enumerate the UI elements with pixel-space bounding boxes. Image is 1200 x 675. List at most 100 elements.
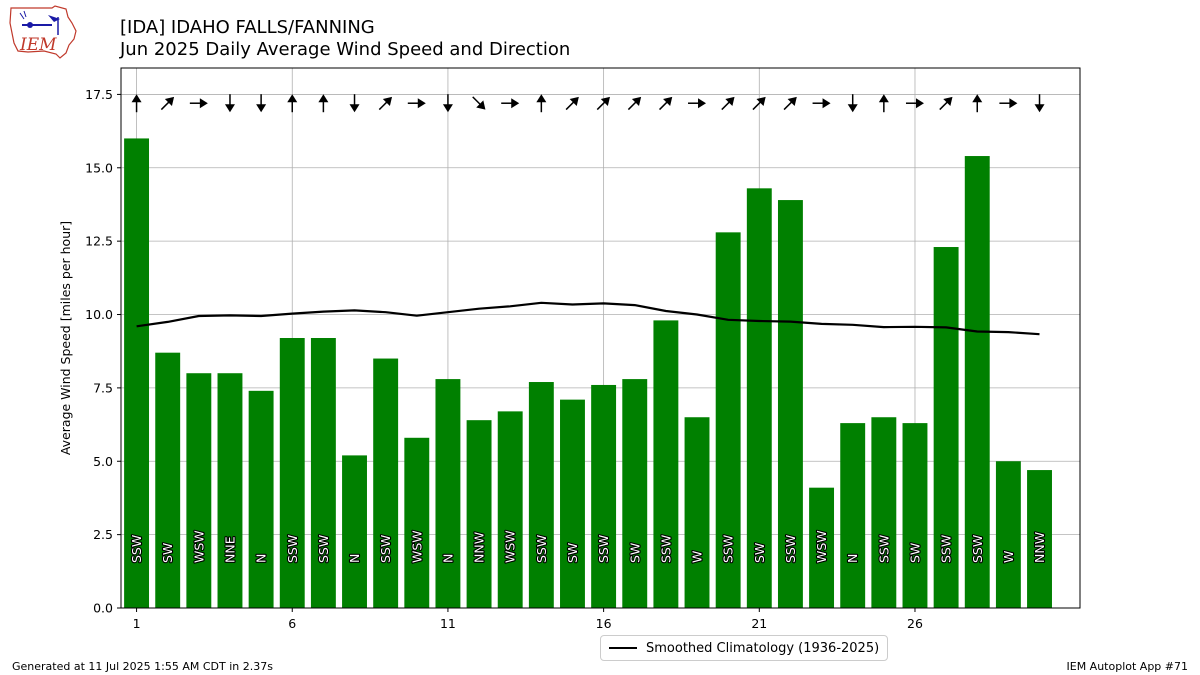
bar bbox=[186, 373, 212, 608]
wind-arrow-head bbox=[631, 96, 642, 107]
y-tick-label: 7.5 bbox=[93, 380, 113, 395]
direction-label: N bbox=[440, 554, 455, 563]
bar bbox=[528, 382, 554, 608]
x-tick-label: 1 bbox=[133, 616, 141, 631]
chart-title-line2: Jun 2025 Daily Average Wind Speed and Di… bbox=[120, 39, 571, 60]
plot-frame bbox=[120, 67, 1081, 609]
app-credit: IEM Autoplot App #71 bbox=[1066, 660, 1189, 673]
direction-labels: SSW SW WSW NNE N SSW SSW N SSW WSW N NNW WSW SSW SW SSW… bbox=[128, 529, 1048, 564]
wind-arrow-shaft bbox=[939, 101, 949, 111]
wind-arrow bbox=[752, 96, 766, 111]
bar bbox=[622, 379, 648, 608]
wind-arrow bbox=[349, 94, 360, 113]
wind-arrow bbox=[688, 98, 707, 109]
wind-arrow-head bbox=[972, 94, 983, 103]
wind-arrow-shaft bbox=[472, 96, 482, 106]
bar bbox=[310, 338, 336, 608]
wind-arrow-head bbox=[417, 98, 426, 109]
bar bbox=[248, 390, 274, 608]
wind-arrow-head bbox=[756, 96, 766, 107]
wind-arrow bbox=[596, 96, 610, 111]
climatology-line bbox=[136, 301, 1040, 336]
bar bbox=[466, 420, 492, 608]
wind-arrow bbox=[501, 98, 520, 109]
y-tick-label: 0.0 bbox=[93, 601, 113, 616]
y-tick-label: 5.0 bbox=[93, 454, 113, 469]
bar bbox=[155, 352, 181, 608]
wind-arrow bbox=[999, 98, 1018, 109]
wind-arrow-head bbox=[915, 98, 924, 109]
legend-line-swatch bbox=[609, 647, 637, 649]
legend: Smoothed Climatology (1936-2025) bbox=[600, 635, 889, 661]
direction-label: SSW bbox=[783, 535, 798, 563]
direction-label: SSW bbox=[534, 535, 549, 563]
wind-arrow-shaft bbox=[721, 101, 731, 111]
wind-arrow-head bbox=[256, 104, 267, 113]
direction-label: SW bbox=[160, 543, 175, 563]
bar bbox=[964, 156, 990, 609]
bar bbox=[279, 338, 305, 608]
direction-label: SW bbox=[907, 543, 922, 563]
bar bbox=[777, 200, 803, 608]
bar bbox=[217, 373, 243, 608]
y-tick-label: 15.0 bbox=[85, 160, 113, 175]
axes: 0.02.55.07.510.012.515.017.51 6 11 16 21 26 bbox=[85, 87, 923, 631]
wind-arrow-head bbox=[442, 104, 453, 113]
bar bbox=[404, 437, 430, 608]
wind-arrow bbox=[812, 98, 831, 109]
direction-label: SW bbox=[752, 543, 767, 563]
wind-arrow-shaft bbox=[378, 101, 388, 111]
wind-arrow bbox=[442, 94, 453, 113]
wind-arrow bbox=[189, 98, 208, 109]
direction-label: SSW bbox=[285, 535, 300, 563]
wind-arrow-head bbox=[663, 96, 673, 107]
climatology-line-path bbox=[136, 301, 1040, 336]
wind-arrow bbox=[131, 94, 142, 113]
wind-arrow-shaft bbox=[596, 101, 606, 111]
wind-arrow-head bbox=[600, 96, 610, 107]
wind-arrow bbox=[407, 98, 426, 109]
direction-label: SSW bbox=[316, 535, 331, 563]
iem-logo: IEM bbox=[9, 5, 77, 59]
bar bbox=[560, 399, 585, 608]
wind-arrow-shaft bbox=[783, 101, 793, 111]
bar bbox=[684, 417, 710, 608]
y-tick-label: 17.5 bbox=[85, 87, 113, 102]
wind-arrow bbox=[287, 94, 298, 113]
wind-arrow bbox=[160, 96, 175, 111]
wind-arrow bbox=[905, 98, 924, 109]
generated-timestamp: Generated at 11 Jul 2025 1:55 AM CDT in … bbox=[12, 660, 273, 673]
wind-arrow-head bbox=[943, 96, 953, 107]
wind-arrow-shaft bbox=[658, 101, 668, 111]
direction-label: SSW bbox=[129, 535, 144, 563]
svg-text:IEM: IEM bbox=[19, 35, 57, 55]
wind-arrow-head bbox=[199, 98, 208, 109]
bar bbox=[591, 384, 617, 608]
wind-arrow-head bbox=[476, 100, 486, 110]
wind-arrow-head bbox=[1034, 104, 1045, 113]
bar bbox=[809, 487, 835, 608]
y-tick-label: 12.5 bbox=[85, 234, 113, 249]
wind-arrow bbox=[256, 94, 267, 113]
x-tick-label: 16 bbox=[596, 616, 612, 631]
wind-arrow bbox=[565, 96, 579, 111]
wind-arrow bbox=[878, 94, 889, 113]
bar bbox=[902, 423, 928, 608]
wind-arrow-head bbox=[287, 94, 298, 103]
wind-arrow-head bbox=[511, 98, 520, 109]
direction-label: SSW bbox=[876, 535, 891, 563]
direction-label: WSW bbox=[814, 530, 829, 563]
wind-arrow-head bbox=[878, 94, 889, 103]
direction-label: W bbox=[690, 551, 705, 563]
wind-arrow bbox=[224, 94, 235, 113]
direction-label: WSW bbox=[191, 530, 206, 563]
wind-arrow bbox=[472, 96, 486, 110]
wind-arrow-shaft bbox=[752, 101, 762, 111]
wind-arrows bbox=[131, 94, 1045, 113]
wind-arrow-head bbox=[698, 98, 707, 109]
bar bbox=[840, 423, 866, 608]
bar bbox=[124, 138, 150, 608]
direction-label: N bbox=[254, 554, 269, 563]
wind-arrow-head bbox=[725, 96, 735, 107]
x-tick-label: 6 bbox=[288, 616, 296, 631]
